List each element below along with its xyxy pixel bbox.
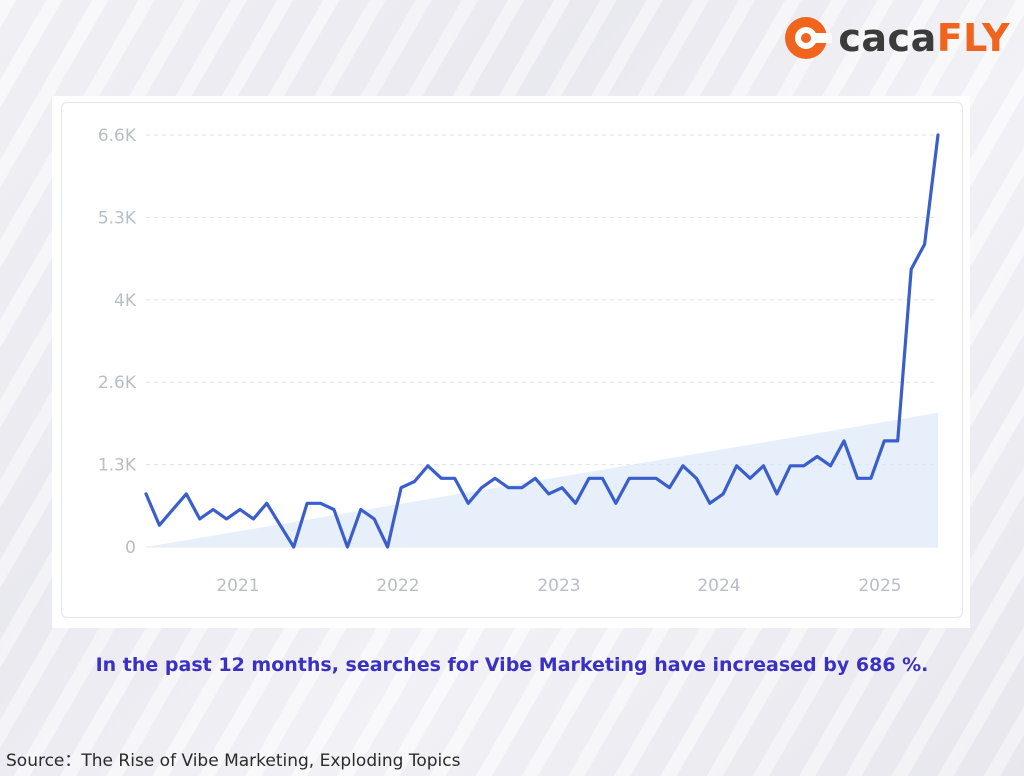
chart-panel: 0 1.3K 2.6K 4K 5.3K 6.6K 2021 2022 2023 2024 2025 — [61, 102, 963, 618]
trend-fill-area — [146, 412, 938, 547]
chart-card: 0 1.3K 2.6K 4K 5.3K 6.6K 2021 2022 2023 2024 2025 — [52, 96, 970, 628]
source-note: Source：The Rise of Vibe Marketing, Explo… — [6, 751, 461, 771]
chart-caption: In the past 12 months, searches for Vibe… — [95, 654, 929, 676]
x-tick-label: 2021 — [216, 576, 259, 596]
logo-wordmark: cacaFLY — [838, 16, 1010, 60]
logo-text-lower: caca — [838, 16, 937, 60]
y-tick-label: 1.3K — [98, 456, 137, 476]
y-tick-label: 6.6K — [98, 126, 137, 146]
x-tick-label: 2023 — [537, 576, 580, 596]
x-tick-label: 2024 — [697, 576, 740, 596]
cacafly-logo-icon — [785, 17, 833, 59]
y-tick-label: 4K — [114, 291, 137, 311]
y-tick-label: 5.3K — [98, 208, 137, 228]
search-volume-line — [144, 133, 940, 549]
search-trend-chart: 0 1.3K 2.6K 4K 5.3K 6.6K 2021 2022 2023 2024 2025 — [98, 126, 940, 596]
y-tick-label: 2.6K — [98, 373, 137, 393]
cacafly-logo: cacaFLY — [782, 10, 1010, 66]
x-tick-label: 2022 — [376, 576, 419, 596]
x-tick-label: 2025 — [858, 576, 901, 596]
y-tick-label: 0 — [125, 538, 136, 558]
logo-text-upper: FLY — [936, 16, 1010, 60]
